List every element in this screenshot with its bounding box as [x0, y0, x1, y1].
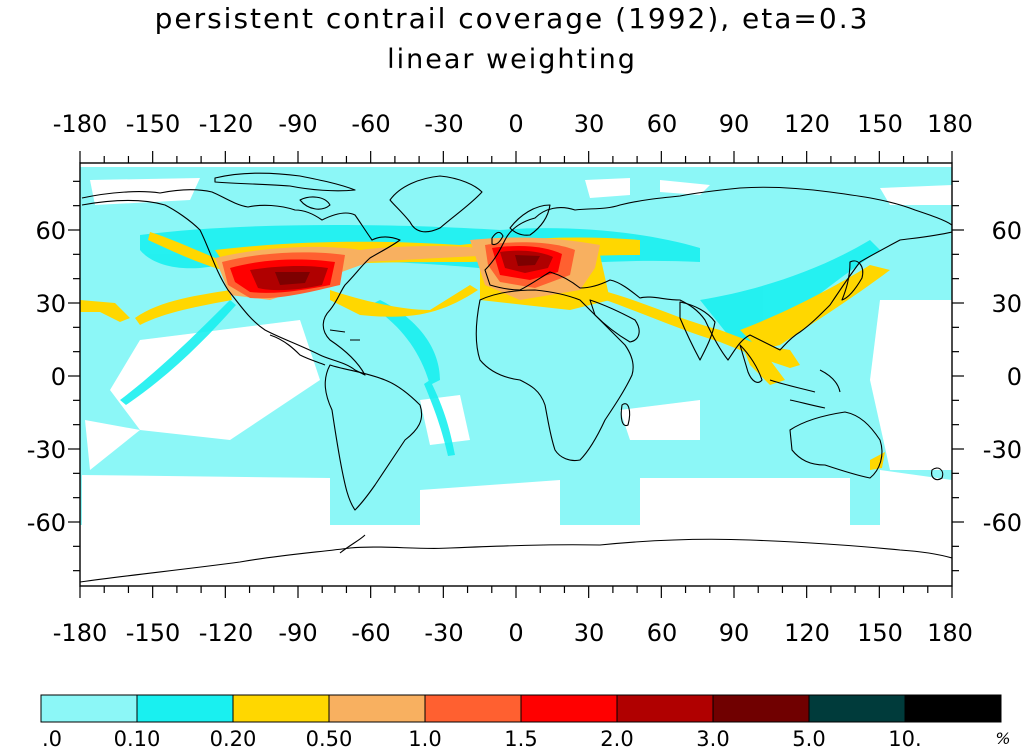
colorbar-label: 1.5	[504, 727, 537, 749]
colorbar-label: 0.50	[306, 727, 353, 749]
lat-tick-label: -30	[27, 436, 66, 464]
map-subtitle: linear weighting	[387, 44, 637, 75]
lon-tick-label: 60	[647, 110, 678, 138]
colorbar-label: 2.0	[600, 727, 633, 749]
colorbar-label: 5.0	[792, 727, 825, 749]
colorbar-label: 10.	[888, 727, 921, 749]
lon-tick-label: -60	[351, 110, 390, 138]
coastlines	[80, 172, 952, 583]
lon-tick-label: 0	[508, 619, 523, 647]
colorbar-unit: %	[995, 729, 1010, 748]
colorbar-swatch	[232, 694, 330, 723]
lon-tick-label: -120	[199, 619, 253, 647]
lat-tick-label: 30	[991, 290, 1022, 318]
lat-tick-label: 0	[51, 363, 66, 391]
lon-tick-label: -30	[424, 619, 463, 647]
lon-tick-label: -90	[278, 110, 317, 138]
map-title: persistent contrail coverage (1992), eta…	[154, 2, 870, 35]
colorbar-swatch	[616, 694, 714, 723]
lat-labels-right: 60 30 0 -30 -60	[983, 217, 1022, 537]
lon-tick-label: 180	[927, 110, 973, 138]
lon-tick-label: 150	[857, 619, 903, 647]
lon-tick-label: -60	[351, 619, 390, 647]
colorbar-label: 0.10	[114, 727, 161, 749]
lon-tick-label: -90	[278, 619, 317, 647]
lon-tick-label: -120	[199, 110, 253, 138]
colorbar-label: 3.0	[696, 727, 729, 749]
lon-labels-top: -180 -150 -120 -90 -60 -30 0 30 60 90 12…	[53, 110, 973, 138]
darkest-coverage	[275, 255, 540, 285]
lon-tick-label: 120	[784, 110, 830, 138]
lat-labels-left: 60 30 0 -30 -60	[27, 217, 66, 537]
colorbar-swatch	[424, 694, 522, 723]
lon-labels-bottom: -180 -150 -120 -90 -60 -30 0 30 60 90 12…	[53, 619, 973, 647]
axis-ticks	[68, 151, 964, 598]
colorbar-labels: .0 0.10 0.20 0.50 1.0 1.5 2.0 3.0 5.0 10…	[42, 727, 922, 749]
lat-tick-label: 30	[35, 290, 66, 318]
colorbar-swatches	[40, 694, 1002, 723]
lon-tick-label: 120	[784, 619, 830, 647]
lon-tick-label: -30	[424, 110, 463, 138]
colorbar-swatch	[712, 694, 810, 723]
colorbar-label: 1.0	[408, 727, 441, 749]
lon-tick-label: 150	[857, 110, 903, 138]
colorbar-label: .0	[42, 727, 62, 749]
lat-tick-label: 60	[991, 217, 1022, 245]
colorbar-swatch	[520, 694, 618, 723]
map-field	[80, 163, 952, 586]
lon-tick-label: -180	[53, 619, 107, 647]
lon-tick-label: 60	[647, 619, 678, 647]
lon-tick-label: -150	[126, 619, 180, 647]
colorbar: .0 0.10 0.20 0.50 1.0 1.5 2.0 3.0 5.0 10…	[40, 694, 1011, 749]
lat-tick-label: -60	[983, 509, 1022, 537]
lon-tick-label: 30	[574, 619, 605, 647]
colorbar-label: 0.20	[210, 727, 257, 749]
lat-tick-label: 60	[35, 217, 66, 245]
lon-tick-label: 30	[574, 110, 605, 138]
lon-tick-label: 180	[927, 619, 973, 647]
colorbar-swatch	[808, 694, 906, 723]
lon-tick-label: -180	[53, 110, 107, 138]
lat-tick-label: -60	[27, 509, 66, 537]
colorbar-swatch	[136, 694, 234, 723]
lon-tick-label: 0	[508, 110, 523, 138]
no-data-regions	[80, 163, 952, 586]
colorbar-swatch	[40, 694, 138, 723]
lon-tick-label: 90	[719, 619, 750, 647]
lon-tick-label: 90	[719, 110, 750, 138]
colorbar-swatch	[328, 694, 426, 723]
lat-tick-label: -30	[983, 436, 1022, 464]
lat-tick-label: 0	[1007, 363, 1022, 391]
lon-tick-label: -150	[126, 110, 180, 138]
colorbar-swatch	[904, 694, 1002, 723]
